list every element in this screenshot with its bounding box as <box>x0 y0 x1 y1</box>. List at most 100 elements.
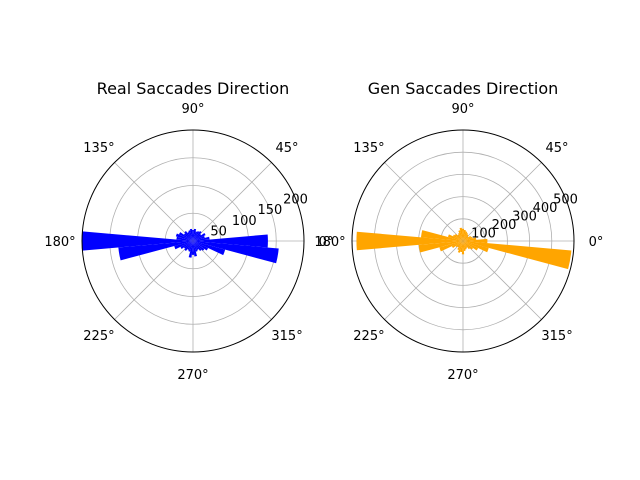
direction-bar <box>463 241 474 250</box>
direction-bar <box>178 232 193 241</box>
angle-tick-label: 225° <box>353 329 384 344</box>
angle-tick-label: 135° <box>353 141 384 156</box>
angular-gridline <box>462 240 542 320</box>
angle-tick-label: 315° <box>541 329 572 344</box>
direction-bar <box>193 241 202 252</box>
chart-title: Gen Saccades Direction <box>368 79 559 98</box>
direction-bar <box>193 234 268 248</box>
radial-tick-label: 500 <box>553 193 578 208</box>
angle-tick-label: 0° <box>589 235 604 250</box>
direction-bar <box>188 230 193 241</box>
radial-tick-label: 150 <box>257 203 282 218</box>
direction-bar <box>463 236 469 241</box>
direction-bar <box>193 230 202 241</box>
direction-bar <box>463 232 469 241</box>
angle-tick-label: 315° <box>271 329 302 344</box>
direction-bar <box>463 237 477 241</box>
direction-bar <box>452 234 463 241</box>
direction-bar <box>193 233 206 241</box>
direction-bar <box>193 235 205 241</box>
direction-bar <box>463 241 471 250</box>
direction-bar <box>460 241 463 253</box>
direction-bar <box>183 233 193 241</box>
direction-bar <box>461 241 465 255</box>
angular-gridline <box>462 162 542 242</box>
direction-bar <box>118 241 193 261</box>
direction-bar <box>463 231 468 241</box>
radial-tick-label: 100 <box>232 214 257 229</box>
direction-bar <box>193 241 198 257</box>
angle-tick-label: 225° <box>83 329 114 344</box>
direction-bar <box>176 236 193 241</box>
direction-bar <box>193 241 226 256</box>
direction-bar <box>193 241 209 251</box>
direction-bar <box>184 230 193 241</box>
direction-bar <box>184 241 193 252</box>
direction-bar <box>455 241 463 248</box>
direction-bar <box>193 241 198 252</box>
radial-tick-label: 400 <box>533 201 558 216</box>
direction-bar <box>356 231 463 251</box>
angle-tick-label: 45° <box>276 141 299 156</box>
direction-bar <box>193 241 205 251</box>
direction-bar <box>461 228 465 241</box>
direction-bar <box>459 227 463 241</box>
direction-bar <box>463 241 467 250</box>
direction-bar <box>193 230 200 241</box>
direction-bar <box>193 241 199 251</box>
direction-bar <box>193 228 197 241</box>
direction-bar <box>463 236 473 241</box>
direction-bar <box>193 241 279 264</box>
direction-bar <box>454 233 463 241</box>
radial-tick-label: 50 <box>210 224 227 239</box>
direction-bar <box>174 241 193 250</box>
chart-title: Real Saccades Direction <box>97 79 290 98</box>
radial-tick-label: 300 <box>512 210 537 225</box>
direction-bar <box>193 236 210 241</box>
direction-bar <box>81 231 193 251</box>
direction-bar <box>463 241 572 270</box>
direction-bar <box>180 241 193 249</box>
direction-bar <box>463 241 468 249</box>
direction-bar <box>463 234 469 241</box>
direction-bar <box>189 228 193 241</box>
direction-bar <box>418 241 463 253</box>
direction-bar <box>193 231 198 241</box>
angle-tick-label: 0° <box>319 235 334 250</box>
direction-bar <box>175 233 193 241</box>
direction-bar <box>463 241 479 251</box>
direction-bar <box>463 241 466 251</box>
direction-bar <box>457 234 463 241</box>
direction-bar <box>192 229 194 241</box>
direction-bar <box>451 241 463 249</box>
radial-tick-label: 200 <box>492 218 517 233</box>
angle-tick-label: 90° <box>451 102 474 117</box>
real-saccades-polar-chart: Real Saccades Direction 0° 45° 90° 135° 180°… <box>44 79 333 383</box>
direction-bar <box>463 229 466 241</box>
angle-tick-label: 270° <box>177 368 208 383</box>
direction-bar <box>183 241 193 249</box>
direction-bar <box>187 241 193 251</box>
gen-saccades-polar-chart: Gen Saccades Direction 0° 45° 90° 135° 180° 2… <box>314 79 603 383</box>
direction-bar <box>447 234 463 241</box>
angle-tick-label: 180° <box>44 235 75 250</box>
direction-bar <box>458 230 463 241</box>
angle-tick-label: 90° <box>181 102 204 117</box>
direction-bar <box>457 241 463 248</box>
radial-tick-label: 100 <box>471 227 496 242</box>
direction-bar <box>188 241 193 252</box>
direction-bar <box>188 241 193 258</box>
angle-tick-label: 45° <box>546 141 569 156</box>
direction-bar <box>420 230 463 241</box>
direction-bar <box>463 235 472 241</box>
angle-tick-label: 180° <box>314 235 345 250</box>
direction-bar <box>191 241 195 255</box>
direction-bar <box>457 241 463 251</box>
angle-tick-label: 135° <box>83 141 114 156</box>
direction-bar <box>457 232 463 241</box>
polar-spine <box>351 129 575 353</box>
angular-gridline <box>384 162 464 242</box>
radial-tick-label: 200 <box>283 193 308 208</box>
polar-spine <box>81 129 305 353</box>
